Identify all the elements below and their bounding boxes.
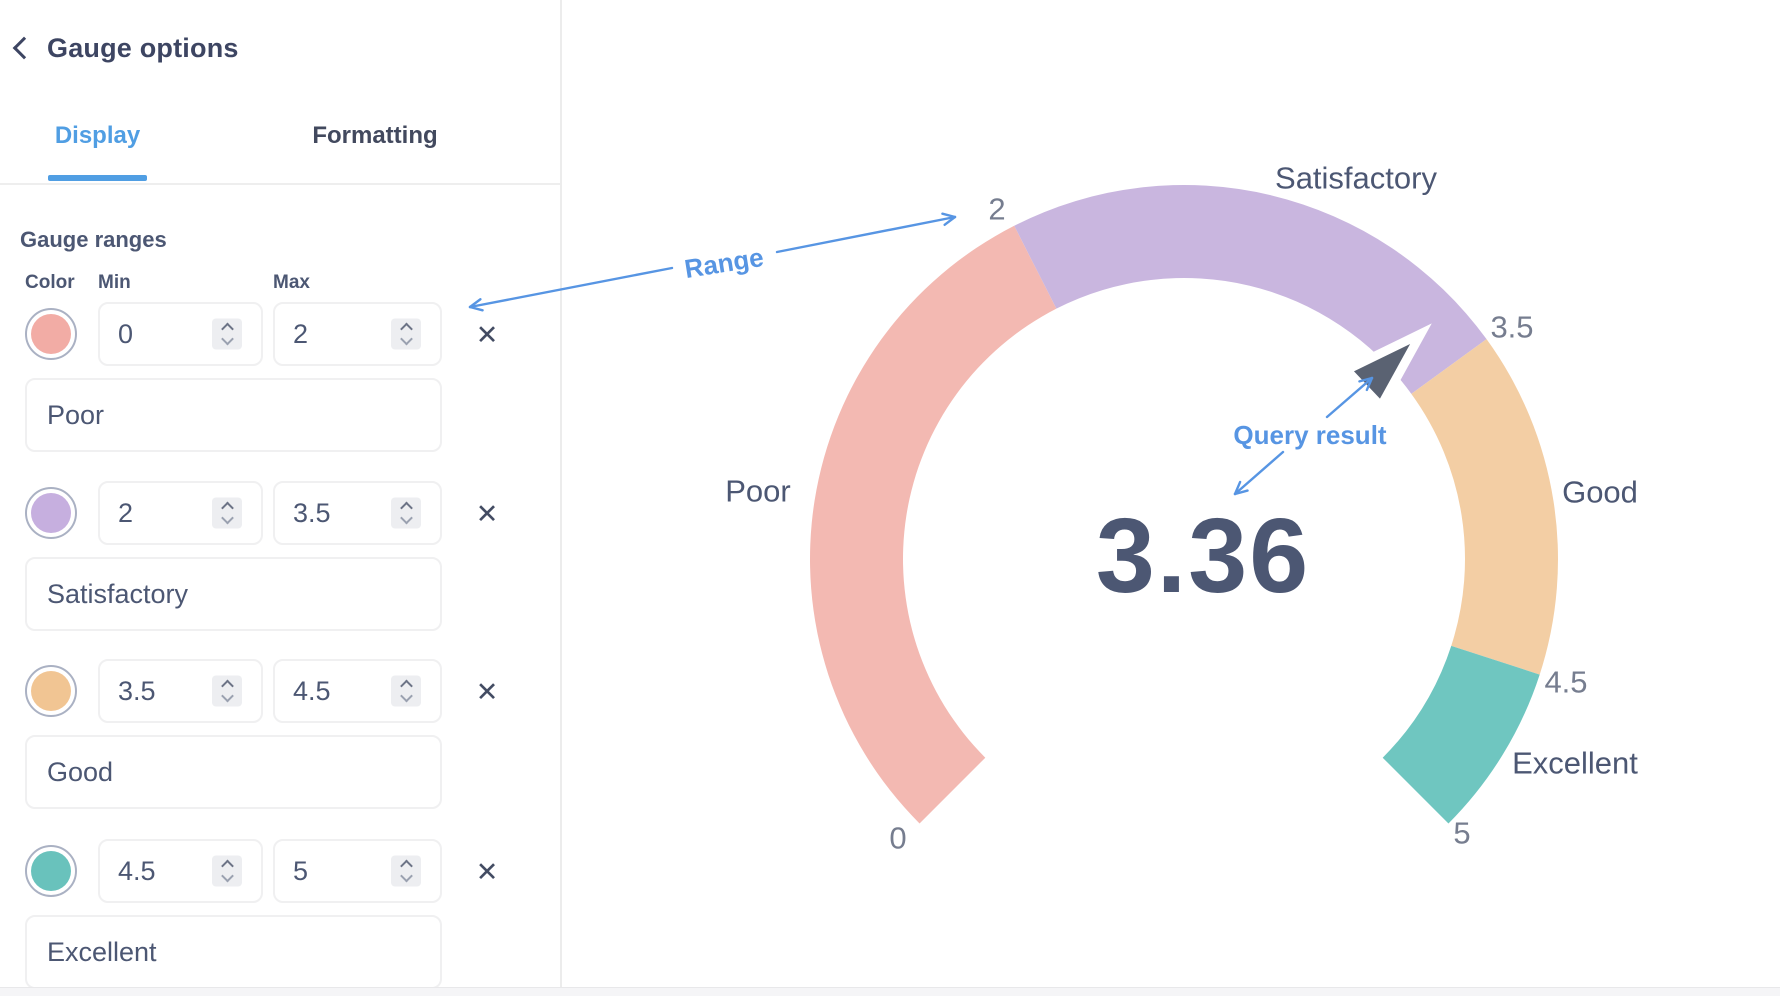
annotation-arrow-head [1365,376,1374,392]
stepper-down-icon[interactable] [220,869,234,883]
stepper-down-icon[interactable] [399,869,413,883]
annotation-arrow-line [775,215,957,254]
sidebar-divider [560,0,562,996]
range-row-good: ✕ [0,659,560,839]
bottom-scroll-strip[interactable] [0,987,1780,996]
stepper-down-icon[interactable] [399,689,413,703]
back-chevron-icon[interactable] [12,36,36,60]
gauge-segment-label: Good [1562,475,1638,510]
gauge-needle [1338,323,1432,414]
max-stepper[interactable] [391,855,421,887]
color-swatch-fill [31,671,71,711]
annotation-arrow-head [1233,489,1249,496]
range-label-input[interactable] [25,915,442,989]
color-swatch[interactable] [25,845,77,897]
range-row-poor: ✕ [0,302,560,482]
stepper-down-icon[interactable] [399,511,413,525]
stepper-down-icon[interactable] [220,511,234,525]
column-header-color: Color [25,272,75,293]
gauge-tick-label: 4.5 [1544,665,1587,700]
max-stepper[interactable] [391,497,421,529]
range-label-input[interactable] [25,735,442,809]
panel-title: Gauge options [47,33,239,63]
max-stepper[interactable] [391,675,421,707]
tab-display[interactable]: Display [54,122,141,149]
annotation-arrow-head [941,212,957,219]
range-row-satisfactory: ✕ [0,481,560,661]
color-swatch[interactable] [25,665,77,717]
stepper-down-icon[interactable] [220,332,234,346]
gauge-segment-label: Poor [725,474,790,509]
gauge-tick-label: 0 [889,821,906,856]
range-row-excellent: ✕ [0,839,560,996]
annotation-arrow-head [1233,480,1242,496]
color-swatch[interactable] [25,308,77,360]
gauge-value: 3.36 [1096,497,1310,615]
gauge-segment-poor [810,225,1057,824]
active-tab-indicator [48,175,147,181]
gauge-tick-label: 5 [1453,816,1470,851]
annotation-arrow-line [1233,450,1285,496]
annotation-arrow-head [943,215,957,227]
tab-formatting[interactable]: Formatting [312,122,438,149]
gauge-segment-excellent [1382,645,1540,824]
gauge-segment-label: Satisfactory [1275,161,1437,196]
stepper-down-icon[interactable] [220,689,234,703]
stepper-down-icon[interactable] [399,332,413,346]
gauge-tick-label: 2 [988,192,1005,227]
remove-range-button[interactable]: ✕ [468,673,506,711]
gauge-segment-satisfactory [1014,185,1487,394]
annotation-arrow-line [1325,376,1374,419]
settings-sidebar: Gauge options Display Formatting Gauge r… [0,0,560,996]
remove-range-button[interactable]: ✕ [468,495,506,533]
gauge-segment-label: Excellent [1512,746,1638,781]
min-stepper[interactable] [212,855,242,887]
range-label-input[interactable] [25,378,442,452]
color-swatch-fill [31,314,71,354]
remove-range-button[interactable]: ✕ [468,853,506,891]
min-stepper[interactable] [212,318,242,350]
gauge-tick-label: 3.5 [1490,310,1533,345]
remove-range-button[interactable]: ✕ [468,316,506,354]
column-header-max: Max [273,272,310,293]
max-stepper[interactable] [391,318,421,350]
color-swatch-fill [31,851,71,891]
range-label-input[interactable] [25,557,442,631]
min-stepper[interactable] [212,497,242,529]
section-title: Gauge ranges [20,227,167,252]
color-swatch-fill [31,493,71,533]
annotation-label: Query result [1233,420,1387,450]
annotation-arrow-head [1358,376,1374,383]
gauge-segment-good [1411,339,1559,675]
annotation-label: Range [682,242,765,284]
color-swatch[interactable] [25,487,77,539]
tab-divider [0,183,560,185]
min-stepper[interactable] [212,675,242,707]
column-header-min: Min [98,272,131,293]
